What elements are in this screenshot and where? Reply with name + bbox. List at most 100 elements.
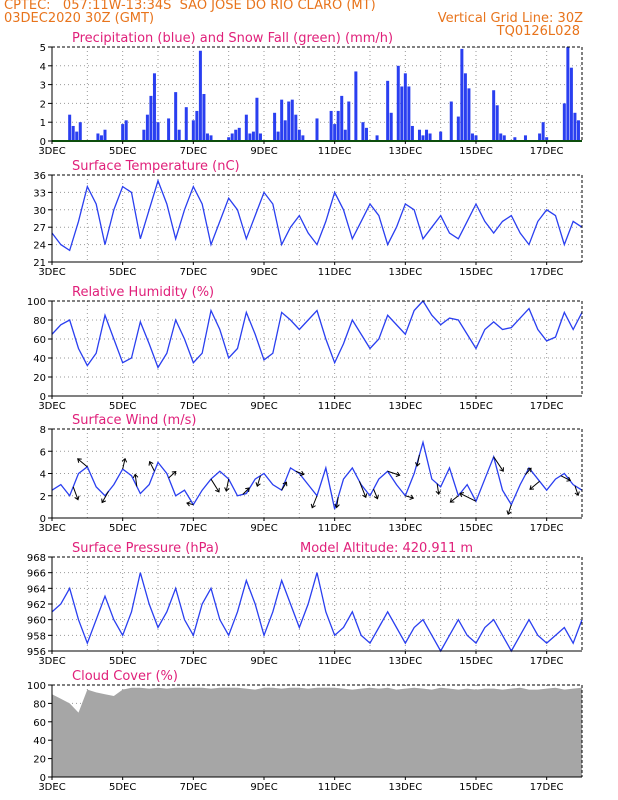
precip-bar [541,122,545,141]
precip-bar [396,65,400,141]
x-tick-label: 3DEC [38,523,65,534]
precip-bar [428,133,432,141]
wind-vector [72,486,79,500]
precip-bar [75,131,79,141]
wind-vector [436,483,440,495]
wind-vector-head [499,467,504,472]
x-tick-label: 13DEC [388,656,422,667]
y-tick-label: 0 [40,514,46,525]
wind-vector-head [459,492,465,498]
station-header-line1: CPTEC: 057:11W-13:34S SAO JOSE DO RIO CL… [4,0,376,13]
wind-vector-head [77,458,82,463]
wind-vector [336,497,339,508]
wind-vector-head [574,491,580,497]
x-tick-label: 9DEC [250,782,277,793]
y-tick-label: 30 [33,206,46,217]
x-tick-label: 3DEC [38,782,65,793]
x-tick-label: 5DEC [109,523,136,534]
wind-vector-head [529,485,535,490]
y-tick-label: 100 [27,297,46,308]
x-tick-label: 13DEC [388,267,422,278]
precip-bar [248,133,252,141]
precip-bar [340,95,344,141]
x-tick-label: 7DEC [180,523,207,534]
precip-bar [283,120,287,141]
wind-vector-head [132,473,139,479]
wind-vector [450,495,459,503]
x-tick-label: 3DEC [38,146,65,157]
y-tick-label: 24 [33,241,46,252]
precip-bar [495,105,499,141]
wind-vector-head [334,503,340,509]
precip-bar [375,135,379,141]
y-tick-label: 80 [33,699,46,710]
precip-bar [421,135,425,141]
wind-vector [295,470,304,475]
precip-bar [273,112,277,141]
x-tick-label: 11DEC [318,656,352,667]
x-tick-label: 3DEC [38,401,65,412]
x-tick-label: 5DEC [109,656,136,667]
wind-vector-head [527,467,532,473]
wind-vector-head [245,487,250,493]
precip-bar [361,122,365,141]
y-tick-label: 956 [27,647,46,658]
wind-vector [405,495,414,499]
precip-bar [463,73,467,141]
x-tick-label: 15DEC [459,523,493,534]
y-tick-label: 36 [33,171,46,182]
wind-vector-head [566,476,572,482]
y-tick-label: 60 [33,718,46,729]
y-tick-label: 5 [40,43,46,54]
model-id-label: TQ0126L028 [496,24,580,39]
x-tick-label: 17DEC [530,523,564,534]
y-tick-label: 60 [33,335,46,346]
precip-bar [78,122,82,141]
precip-bar [152,73,156,141]
precip-bar [417,129,421,141]
precip-bar [460,48,464,141]
y-tick-label: 21 [33,258,46,269]
wind-vector-head [409,494,415,500]
wind-vector-head [362,493,368,499]
y-tick-label: 40 [33,736,46,747]
x-tick-label: 15DEC [459,782,493,793]
precip-bar [244,114,248,141]
precip-bar [513,137,517,141]
panel-1: 21 24 27 30 33 36 3DEC 5DEC 7DEC 9DEC 11DEC 13DEC 15… [33,159,583,278]
precip-bar [177,129,181,141]
precip-bar [502,135,506,141]
wind-vector [373,488,378,499]
precip-bar [470,133,474,141]
wind-vector [225,478,230,492]
panel-title: Cloud Cover (%) [72,669,178,684]
x-tick-label: 7DEC [180,401,207,412]
x-tick-label: 15DEC [459,401,493,412]
y-tick-label: 40 [33,354,46,365]
precip-bar [227,137,231,141]
precip-bar [149,95,153,141]
y-tick-label: 968 [27,553,46,564]
wind-vector [122,458,126,470]
x-tick-label: 13DEC [388,401,422,412]
series-line-2 [51,299,583,369]
series-line-1 [51,178,583,252]
wind-vector-head [373,494,379,500]
precip-bar [439,131,443,141]
wind-vector-head [414,462,421,467]
y-tick-label: 20 [33,755,46,766]
precip-bar [499,133,503,141]
panel-3: 0 2 4 6 8 3DEC 5DEC 7DEC 9DEC 11DEC 13DEC 15DEC 17DE… [38,413,583,534]
precip-bar [333,124,337,141]
precip-bar [347,101,351,141]
precip-bar [121,124,125,141]
wind-vector [149,461,155,472]
x-tick-label: 11DEC [318,267,352,278]
x-tick-label: 17DEC [530,656,564,667]
wind-vector-head [449,498,455,503]
panel-title: Surface Temperature (nC) [72,159,240,174]
precip-bar [425,129,429,141]
precip-bar [354,71,358,141]
y-tick-label: 0 [40,137,46,148]
precip-bar [287,101,291,141]
